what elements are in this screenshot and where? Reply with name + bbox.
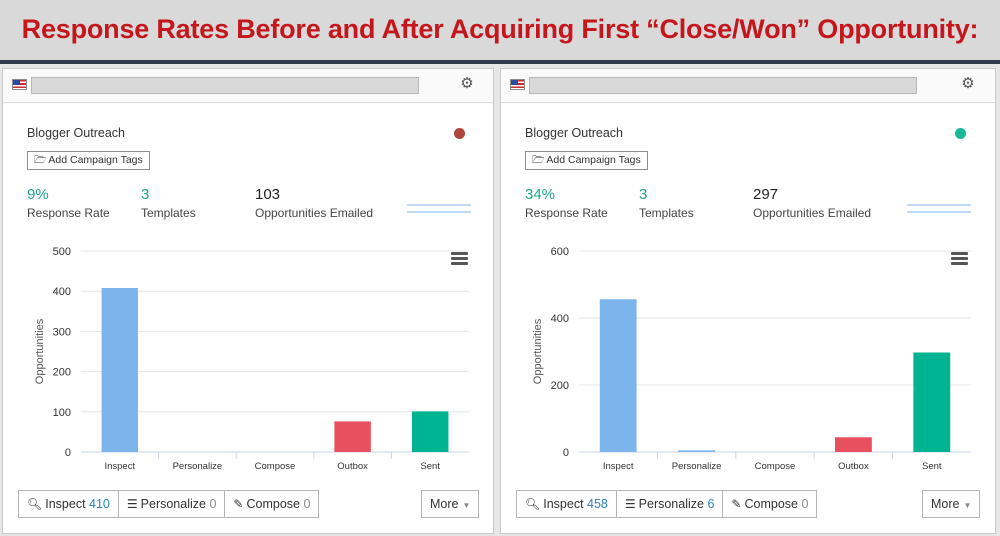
gear-icon[interactable]: ⚙ [961,75,975,92]
bar-outbox[interactable] [334,421,371,452]
add-campaign-tags-label: Add Campaign Tags [48,154,143,166]
us-flag-icon [12,79,27,90]
compose-button[interactable]: ✎ Compose 0 [731,497,809,511]
opportunities-emailed-value: 297 [753,186,779,203]
y-tick-label: 600 [551,246,569,258]
x-tick-label: Outbox [337,461,368,472]
chart-menu-icon[interactable] [451,252,468,266]
bar-personalize[interactable] [678,450,716,452]
sparkline [407,204,471,213]
y-tick-label: 500 [53,246,71,258]
templates-label: Templates [639,206,694,220]
folder-icon: 🗁 [532,155,545,166]
banner-title: Response Rates Before and After Acquirin… [21,14,979,44]
add-campaign-tags-button[interactable]: 🗁 Add Campaign Tags [27,151,150,170]
x-tick-label: Outbox [838,461,869,472]
y-tick-label: 0 [563,447,569,459]
folder-icon: 🗁 [34,155,47,166]
compose-button[interactable]: ✎ Compose 0 [233,497,311,511]
response-rate-value: 9% [27,186,49,203]
personalize-button[interactable]: ☰ Personalize 6 [617,491,724,517]
x-tick-label: Compose [255,461,296,472]
campaign-name: Blogger Outreach [27,126,125,140]
url-input[interactable] [529,77,917,94]
x-tick-label: Inspect [603,461,634,472]
add-campaign-tags-button[interactable]: 🗁 Add Campaign Tags [525,151,648,170]
edit-icon: ✎ [233,497,244,511]
banner: Response Rates Before and After Acquirin… [0,0,1000,64]
campaign-panel-after: ⚙ Blogger Outreach 🗁 Add Campaign Tags 34… [500,68,996,534]
x-tick-label: Personalize [672,461,722,472]
status-dot [454,128,465,139]
x-tick-label: Personalize [173,461,223,472]
campaign-panel-before: ⚙ Blogger Outreach 🗁 Add Campaign Tags 9%… [2,68,494,534]
stat-templates: 3 Templates [141,186,196,220]
opportunities-emailed-label: Opportunities Emailed [753,206,872,220]
edit-icon: ✎ [731,497,742,511]
y-tick-label: 100 [53,407,71,419]
caret-down-icon: ▼ [462,501,471,510]
response-rate-label: Response Rate [27,206,110,220]
x-tick-label: Sent [420,461,440,472]
y-tick-label: 200 [551,380,569,392]
templates-value: 3 [141,186,150,203]
x-tick-label: Sent [922,461,942,472]
y-axis-label: Opportunities [532,318,544,384]
opportunities-emailed-label: Opportunities Emailed [255,206,374,220]
stat-opportunities-emailed: 103 Opportunities Emailed [255,186,373,220]
stat-response-rate: 9% Response Rate [27,186,110,220]
us-flag-icon [510,79,525,90]
y-tick-label: 400 [53,286,71,298]
bar-chart: 0 200 400 600 Opportunities Inspect Personaliz… [532,246,971,472]
personalize-button[interactable]: ☰ Personalize 0 [119,491,226,517]
list-icon: ☰ [126,497,138,511]
status-dot [955,128,966,139]
y-tick-label: 400 [551,313,569,325]
bar-sent[interactable] [411,411,449,452]
inspect-button[interactable]: 🔍︎ Inspect 458 [517,491,617,517]
campaign-name: Blogger Outreach [525,126,623,140]
bar-sent[interactable] [913,352,951,452]
y-axis-label: Opportunities [34,318,46,384]
caret-down-icon: ▼ [963,501,972,510]
sparkline [907,204,971,213]
bar-outbox[interactable] [834,437,872,452]
search-icon: 🔍︎ [525,497,541,511]
list-icon: ☰ [624,497,636,511]
y-tick-label: 300 [53,326,71,338]
stat-templates: 3 Templates [639,186,694,220]
templates-label: Templates [141,206,196,220]
bar-inspect[interactable] [101,287,139,452]
y-tick-label: 0 [65,447,71,459]
stat-opportunities-emailed: 297 Opportunities Emailed [753,186,871,220]
search-icon: 🔍︎ [27,497,43,511]
y-tick-label: 200 [53,367,71,379]
x-tick-label: Inspect [104,461,135,472]
inspect-button[interactable]: 🔍︎ Inspect 410 [19,491,119,517]
chart-menu-icon[interactable] [951,252,968,266]
opportunities-emailed-value: 103 [255,186,281,203]
more-button[interactable]: More ▼ [421,490,480,518]
x-tick-label: Compose [755,461,796,472]
bar-inspect[interactable] [599,299,637,452]
response-rate-label: Response Rate [525,206,608,220]
response-rate-value: 34% [525,186,556,203]
action-button-group: 🔍︎ Inspect 410 ☰ Personalize 0 ✎ Compose 0 [18,490,320,518]
panel-topbar: ⚙ [501,69,995,103]
url-input[interactable] [31,77,419,94]
bar-chart: 0 100 200 300 400 500 Opportunities Inspect Pers… [34,246,469,472]
gear-icon[interactable]: ⚙ [460,75,474,92]
more-button[interactable]: More ▼ [922,490,981,518]
add-campaign-tags-label: Add Campaign Tags [546,154,641,166]
panel-topbar: ⚙ [3,69,493,103]
templates-value: 3 [639,186,648,203]
action-button-group: 🔍︎ Inspect 458 ☰ Personalize 6 ✎ Compose 0 [516,490,818,518]
stat-response-rate: 34% Response Rate [525,186,608,220]
